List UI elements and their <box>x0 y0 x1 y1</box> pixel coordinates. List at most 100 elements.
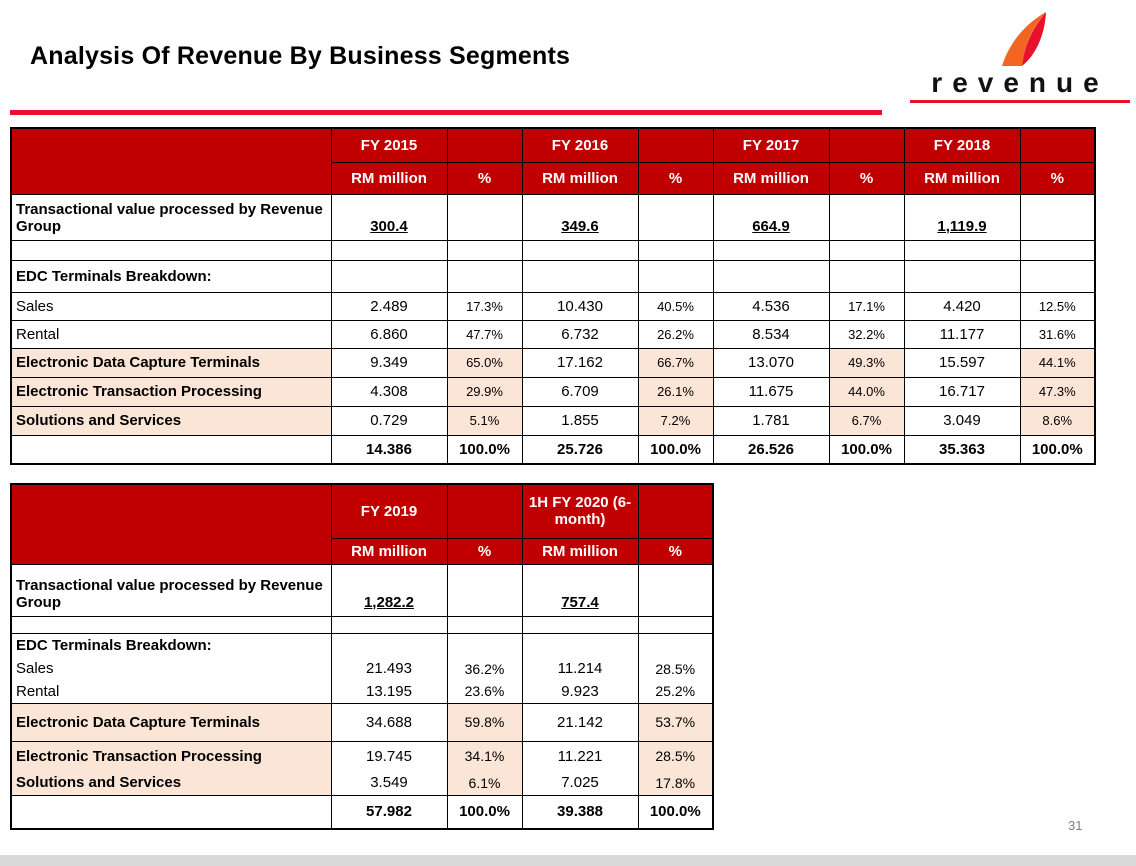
rm-value: 4.420 <box>903 291 1021 321</box>
pct-value: 17.3% <box>446 291 523 321</box>
year-header: 1H FY 2020 (6-month) <box>521 483 639 539</box>
table-row-sales: Sales 2.489 17.3% 10.430 40.5% 4.536 17.1% 4.42… <box>10 291 1096 321</box>
year-header: FY 2017 <box>712 127 830 163</box>
pct-value <box>446 193 523 241</box>
row-label <box>10 615 332 634</box>
rm-value: 14.386 <box>330 434 448 465</box>
table-row-total: 57.982 100.0% 39.388 100.0% <box>10 794 714 830</box>
pct-value <box>637 563 714 617</box>
rm-value <box>521 239 639 261</box>
rm-value: 10.430 <box>521 291 639 321</box>
revenue-table-upper: FY 2015 FY 2016 FY 2017 FY 2018 RM million% R… <box>10 127 1096 465</box>
pct-value: 6.7% <box>828 405 905 436</box>
table-row-solutions-services: Solutions and Services 3.549 6.1% 7.025 17.8… <box>10 771 714 796</box>
pct-value: 47.7% <box>446 319 523 349</box>
rm-value: 13.070 <box>712 347 830 378</box>
unit-header: RM million <box>521 161 639 195</box>
bottom-strip <box>0 855 1136 866</box>
rm-value: 664.9 <box>712 193 830 241</box>
pct-value: 8.6% <box>1019 405 1096 436</box>
rm-value: 8.534 <box>712 319 830 349</box>
table-row-spacer-1 <box>10 615 714 634</box>
row-label <box>10 239 332 261</box>
logo-text: revenue <box>931 67 1109 98</box>
pct-value: 100.0% <box>828 434 905 465</box>
logo-swoosh-icon <box>1002 12 1046 66</box>
pct-value: 29.9% <box>446 376 523 407</box>
rm-value: 4.308 <box>330 376 448 407</box>
year-header-blank <box>637 483 714 539</box>
row-label: Sales <box>10 291 332 321</box>
table-row-breakdown-header: EDC Terminals Breakdown: <box>10 632 714 657</box>
pct-value: 6.1% <box>446 771 523 796</box>
unit-header-row: RM million% RM million% <box>11 537 714 565</box>
rm-value: 6.709 <box>521 376 639 407</box>
pct-value: 31.6% <box>1019 319 1096 349</box>
unit-header: RM million <box>330 537 448 565</box>
pct-header: % <box>1019 161 1096 195</box>
table-row-transactional: Transactional value processed by Revenue… <box>10 563 714 617</box>
pct-value <box>446 632 523 657</box>
pct-value <box>446 615 523 634</box>
rm-value: 6.860 <box>330 319 448 349</box>
pct-value: 17.8% <box>637 771 714 796</box>
row-label: Transactional value processed by Revenue… <box>10 193 332 241</box>
rm-value: 16.717 <box>903 376 1021 407</box>
pct-value: 44.1% <box>1019 347 1096 378</box>
year-header: FY 2018 <box>903 127 1021 163</box>
pct-value: 100.0% <box>446 794 523 830</box>
rm-value: 0.729 <box>330 405 448 436</box>
page-title: Analysis Of Revenue By Business Segments <box>30 42 571 70</box>
pct-value: 26.1% <box>637 376 714 407</box>
row-label: EDC Terminals Breakdown: <box>10 632 332 657</box>
row-label: Transactional value processed by Revenue… <box>10 563 332 617</box>
unit-header-row: RM million% RM million% RM million% RM mill… <box>11 161 1096 195</box>
pct-header: % <box>828 161 905 195</box>
rm-value: 25.726 <box>521 434 639 465</box>
row-label: Solutions and Services <box>10 405 332 436</box>
pct-header: % <box>446 161 523 195</box>
rm-value: 11.214 <box>521 657 639 680</box>
pct-value <box>828 239 905 261</box>
rm-value: 11.177 <box>903 319 1021 349</box>
pct-value <box>446 259 523 293</box>
pct-value: 28.5% <box>637 740 714 771</box>
year-header-blank <box>828 127 905 163</box>
row-label: Rental <box>10 319 332 349</box>
pct-value: 12.5% <box>1019 291 1096 321</box>
title-rule <box>10 110 882 115</box>
page-number: 31 <box>1068 818 1083 833</box>
table-row-edc-terminals: Electronic Data Capture Terminals 34.688 5… <box>10 702 714 742</box>
pct-value: 17.1% <box>828 291 905 321</box>
year-header: FY 2016 <box>521 127 639 163</box>
rm-value: 11.221 <box>521 740 639 771</box>
rm-value <box>330 632 448 657</box>
row-label <box>10 794 332 830</box>
table-row-etp: Electronic Transaction Processing 4.308 29… <box>10 376 1096 407</box>
pct-value <box>637 259 714 293</box>
rm-value: 11.675 <box>712 376 830 407</box>
unit-header: RM million <box>903 161 1021 195</box>
rm-value: 1.855 <box>521 405 639 436</box>
row-label: Solutions and Services <box>10 771 332 796</box>
table-row-sales: Sales 21.493 36.2% 11.214 28.5% <box>10 657 714 680</box>
rm-value <box>330 615 448 634</box>
pct-value <box>446 239 523 261</box>
year-header-row: FY 2019 1H FY 2020 (6-month) <box>10 483 714 565</box>
table-row-edc-terminals: Electronic Data Capture Terminals 9.349 65… <box>10 347 1096 378</box>
rm-value: 21.142 <box>521 702 639 742</box>
pct-value: 32.2% <box>828 319 905 349</box>
rm-value: 9.349 <box>330 347 448 378</box>
pct-header: % <box>446 537 523 565</box>
pct-value: 100.0% <box>637 434 714 465</box>
pct-value: 49.3% <box>828 347 905 378</box>
pct-value: 23.6% <box>446 680 523 704</box>
pct-value: 47.3% <box>1019 376 1096 407</box>
rm-value <box>903 259 1021 293</box>
rm-value: 300.4 <box>330 193 448 241</box>
pct-value <box>828 193 905 241</box>
year-header: FY 2019 <box>330 483 448 539</box>
rm-value <box>903 239 1021 261</box>
rm-value: 57.982 <box>330 794 448 830</box>
table-row-spacer-1 <box>10 239 1096 261</box>
